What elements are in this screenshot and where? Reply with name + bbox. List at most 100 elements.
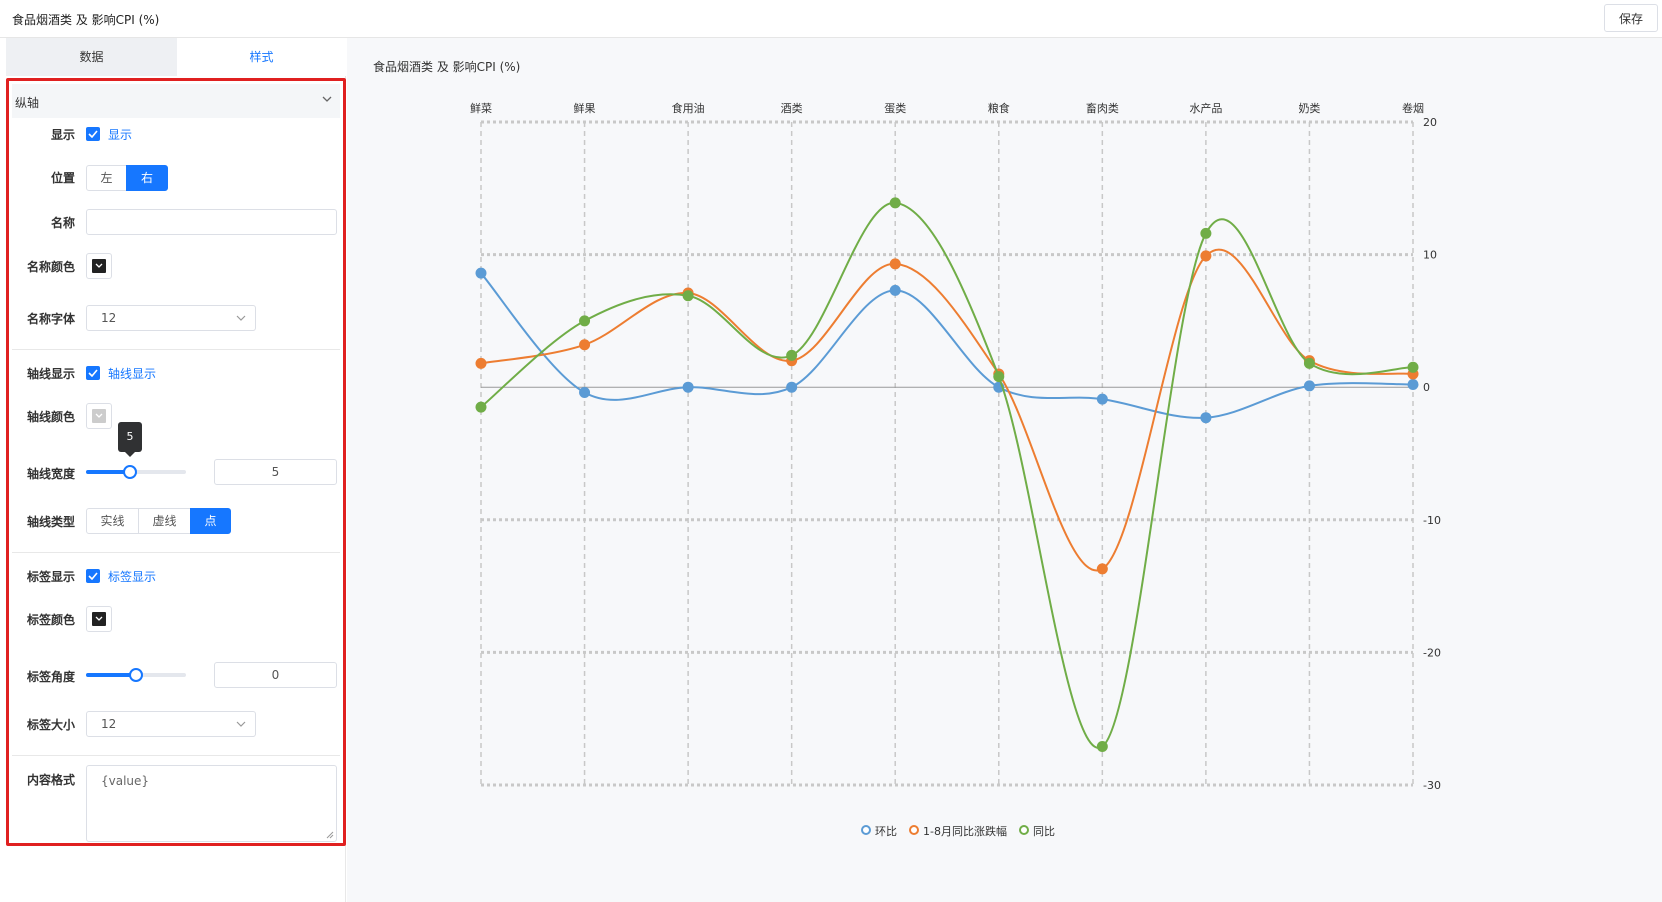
show-label: 显示 [50, 128, 75, 142]
position-right-option[interactable]: 右 [126, 165, 168, 191]
page-title: 食品烟酒类 及 影响CPI (%) [12, 13, 160, 27]
series-point [1096, 563, 1108, 575]
series-line [480, 272, 1414, 419]
series-point [579, 315, 591, 327]
position-label: 位置 [50, 171, 75, 185]
series-point [786, 381, 798, 393]
series-point [682, 381, 694, 393]
x-tick-label: 食用油 [672, 101, 705, 115]
label-show-checkbox[interactable] [86, 569, 100, 583]
axis-show-checkbox[interactable] [86, 366, 100, 380]
legend-label: 环比 [875, 825, 897, 838]
chevron-down-icon [95, 413, 103, 418]
y-tick-label: -30 [1423, 779, 1441, 792]
tab-data[interactable]: 数据 [6, 38, 177, 76]
settings-panel: 数据 样式 纵轴 显示 显示 位置 左 右 名称 名称颜色 名称字体 12 [0, 38, 346, 902]
section-header[interactable]: 纵轴 [12, 84, 340, 118]
axis-type-dashed-option[interactable]: 虚线 [138, 508, 191, 534]
series-point [1200, 250, 1212, 262]
label-angle-input[interactable]: 0 [214, 662, 337, 688]
legend-marker-icon [1019, 825, 1029, 835]
legend-label: 1-8月同比涨跌幅 [923, 825, 1007, 838]
label-show-checkbox-text[interactable]: 标签显示 [108, 570, 157, 584]
series-point [889, 197, 901, 209]
name-color-swatch [92, 259, 106, 273]
axis-type-solid-option[interactable]: 实线 [86, 508, 139, 534]
series-point [1303, 380, 1315, 392]
x-tick-label: 卷烟 [1402, 101, 1424, 115]
save-button[interactable]: 保存 [1604, 4, 1658, 32]
y-tick-label: -10 [1423, 514, 1441, 527]
axis-show-checkbox-text[interactable]: 轴线显示 [108, 367, 157, 381]
series-point [1303, 357, 1315, 369]
resize-handle-icon[interactable] [326, 831, 334, 839]
chevron-down-icon [236, 721, 246, 727]
y-axis-settings-section: 纵轴 显示 显示 位置 左 右 名称 名称颜色 名称字体 12 [6, 78, 346, 846]
show-checkbox[interactable] [86, 127, 100, 141]
axis-width-slider-handle[interactable] [123, 465, 137, 479]
show-checkbox-text[interactable]: 显示 [108, 128, 133, 142]
legend-marker-icon [861, 825, 871, 835]
series-point [1200, 412, 1212, 424]
top-bar: 食品烟酒类 及 影响CPI (%) 保存 [0, 0, 1662, 38]
series-point [475, 401, 487, 413]
series-line [480, 248, 1414, 572]
label-angle-slider-handle[interactable] [129, 668, 143, 682]
series-point [1407, 361, 1419, 373]
name-font-select[interactable]: 12 [86, 305, 256, 331]
axis-type-dotted-option[interactable]: 点 [190, 508, 231, 534]
y-tick-label: -20 [1423, 646, 1441, 659]
series-point [1407, 379, 1419, 391]
check-icon [88, 572, 98, 580]
label-show-label: 标签显示 [26, 570, 75, 584]
legend-label: 同比 [1033, 825, 1055, 838]
x-tick-label: 酒类 [781, 101, 803, 115]
position-left-option[interactable]: 左 [86, 165, 127, 191]
name-input[interactable] [86, 209, 337, 235]
series-point [993, 371, 1005, 383]
series-point [1096, 741, 1108, 753]
x-tick-label: 粮食 [988, 101, 1010, 115]
axis-width-input[interactable]: 5 [214, 459, 337, 485]
x-tick-label: 畜肉类 [1086, 101, 1119, 115]
axis-width-tooltip: 5 [118, 422, 142, 457]
divider [12, 349, 340, 350]
label-size-label: 标签大小 [26, 718, 75, 732]
name-font-label: 名称字体 [26, 312, 75, 326]
series-point [1096, 393, 1108, 405]
legend-marker-icon [909, 825, 919, 835]
tab-style[interactable]: 样式 [177, 38, 346, 76]
axis-color-picker[interactable] [86, 403, 112, 429]
axis-color-label: 轴线颜色 [26, 410, 75, 424]
label-color-picker[interactable] [86, 606, 112, 632]
series-point [786, 349, 798, 361]
chevron-down-icon [236, 315, 246, 321]
label-size-select[interactable]: 12 [86, 711, 256, 737]
series-point [475, 357, 487, 369]
axis-type-label: 轴线类型 [26, 515, 75, 529]
content-format-textarea[interactable]: {value} [86, 765, 337, 842]
series-point [889, 258, 901, 270]
check-icon [88, 369, 98, 377]
chart-area: 食品烟酒类 及 影响CPI (%) 20 10 0 -10 -20 -30 鲜菜 鲜果 食用油 酒… [347, 38, 1662, 902]
series-point [1200, 227, 1212, 239]
chevron-down-icon [95, 263, 103, 268]
name-label: 名称 [50, 216, 75, 230]
divider [12, 755, 340, 756]
axis-show-label: 轴线显示 [26, 367, 75, 381]
series-point [475, 267, 487, 279]
label-angle-slider-fill [86, 673, 136, 677]
series-point [889, 284, 901, 296]
axis-width-label: 轴线宽度 [26, 467, 75, 481]
name-color-picker[interactable] [86, 253, 112, 279]
y-tick-label: 20 [1423, 116, 1437, 129]
content-format-label: 内容格式 [26, 773, 75, 787]
name-font-value: 12 [101, 311, 117, 325]
chevron-down-icon [95, 616, 103, 621]
settings-tabs: 数据 样式 [6, 38, 346, 76]
section-title: 纵轴 [15, 96, 40, 110]
x-tick-label: 蛋类 [884, 101, 906, 115]
y-tick-label: 10 [1423, 249, 1437, 262]
x-tick-label: 鲜果 [574, 101, 596, 115]
series-point [682, 290, 694, 302]
